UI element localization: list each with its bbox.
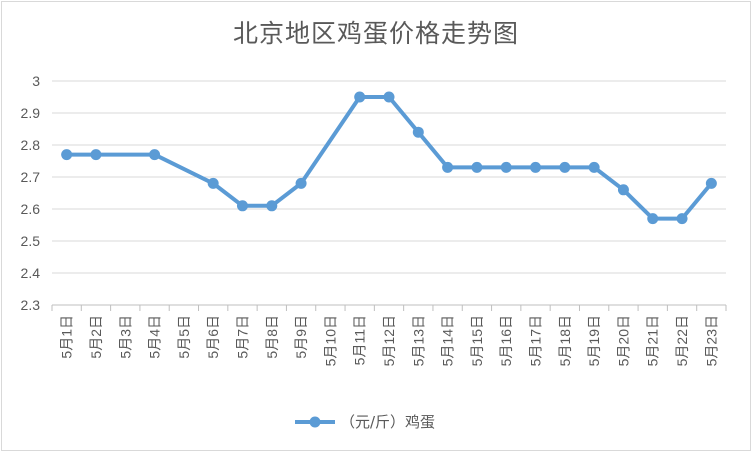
data-point (676, 213, 688, 225)
data-point (647, 213, 659, 225)
x-tick-label: 5月1日 (59, 315, 75, 359)
x-tick-label: 5月9日 (293, 315, 309, 359)
x-tick-label: 5月5日 (176, 315, 192, 359)
x-tick-label: 5月12日 (381, 315, 397, 366)
x-tick-label: 5月7日 (234, 315, 250, 359)
data-point (61, 149, 73, 161)
x-tick-label: 5月21日 (645, 315, 661, 366)
data-point (207, 177, 219, 189)
x-tick-label: 5月15日 (469, 315, 485, 366)
y-tick-label: 2.6 (21, 201, 41, 217)
x-tick-label: 5月17日 (528, 315, 544, 366)
y-tick-label: 2.7 (21, 169, 41, 185)
y-tick-label: 2.5 (21, 233, 41, 249)
x-tick-label: 5月10日 (322, 315, 338, 366)
x-axis-tick-labels: 5月1日 5月2日 5月3日 5月4日 5月5日 5月6日 5月7日 5月8日 5月9日 5月10… (59, 315, 720, 366)
gridlines (51, 80, 727, 311)
y-tick-label: 2.9 (21, 105, 41, 121)
x-tick-label: 5月13日 (410, 315, 426, 366)
data-point (412, 126, 424, 138)
legend-label: （元/斤）鸡蛋 (340, 413, 435, 431)
data-point (471, 161, 483, 173)
y-axis-tick-labels: 2.3 2.4 2.5 2.6 2.7 2.8 2.9 3 (21, 73, 41, 313)
x-tick-label: 5月22日 (674, 315, 690, 366)
x-tick-label: 5月4日 (147, 315, 163, 359)
data-point (617, 184, 629, 196)
x-tick-label: 5月8日 (264, 315, 280, 359)
data-point (383, 91, 395, 103)
x-tick-label: 5月20日 (615, 315, 631, 366)
x-tick-label: 5月14日 (440, 315, 456, 366)
chart-title: 北京地区鸡蛋价格走势图 (232, 19, 519, 48)
data-point (442, 161, 454, 173)
data-point (354, 91, 366, 103)
data-point (266, 200, 278, 212)
data-point (90, 149, 102, 161)
data-point (559, 161, 571, 173)
data-point (530, 161, 542, 173)
x-tick-label: 5月19日 (586, 315, 602, 366)
data-point (588, 161, 600, 173)
series-line (64, 95, 714, 221)
y-tick-label: 2.8 (21, 137, 41, 153)
series-layer (61, 91, 717, 225)
y-tick-label: 2.4 (21, 265, 41, 281)
x-tick-label: 5月23日 (703, 315, 719, 366)
x-tick-label: 5月11日 (352, 315, 368, 365)
data-point (295, 177, 307, 189)
y-tick-label: 2.3 (21, 297, 41, 313)
x-tick-label: 5月18日 (557, 315, 573, 366)
x-tick-label: 5月3日 (117, 315, 133, 359)
data-point (149, 149, 161, 161)
legend-marker (309, 416, 321, 428)
data-point (236, 200, 248, 212)
data-point (500, 161, 512, 173)
x-tick-label: 5月2日 (88, 315, 104, 359)
x-tick-label: 5月6日 (205, 315, 221, 359)
y-tick-label: 3 (32, 73, 40, 89)
x-tick-label: 5月16日 (498, 315, 514, 366)
legend: （元/斤）鸡蛋 (295, 413, 435, 431)
data-point (705, 177, 717, 189)
